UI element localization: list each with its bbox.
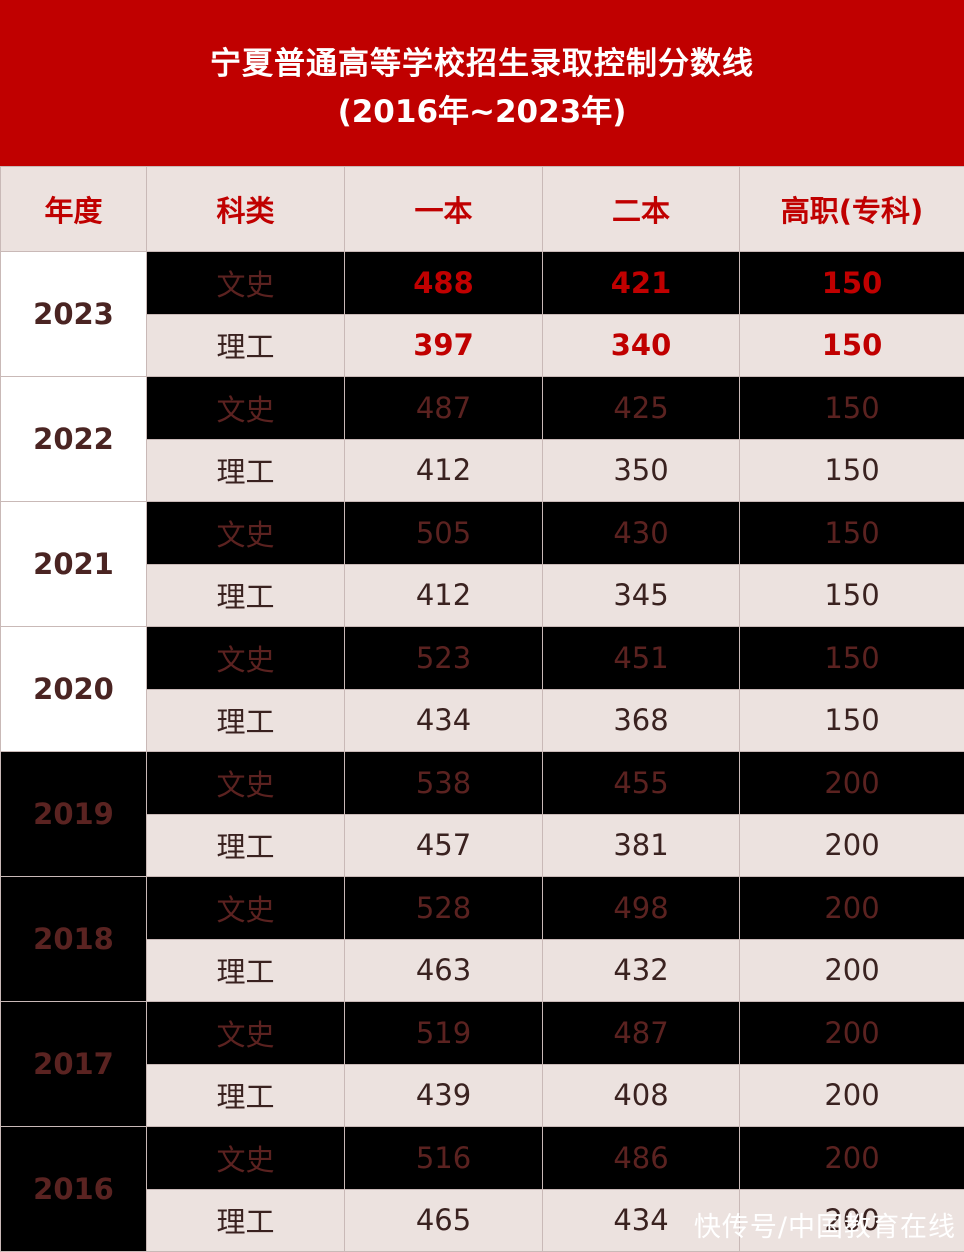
page-title: 宁夏普通高等学校招生录取控制分数线: [210, 46, 754, 82]
vocational-score-cell: 150: [739, 251, 964, 315]
year-cell: 2022: [0, 376, 147, 502]
vocational-score-cell: 200: [739, 938, 964, 1002]
tier1-score-cell: 434: [344, 688, 543, 752]
table-row: 2023 文史 488 421 150: [0, 251, 964, 377]
subject-cell: 理工: [146, 438, 345, 502]
tier2-score-cell: 381: [542, 813, 740, 877]
column-header-year: 年度: [0, 166, 147, 252]
tier2-score-cell: 434: [542, 1188, 740, 1252]
tier1-score-cell: 412: [344, 563, 543, 627]
column-header-tier1: 一本: [344, 166, 543, 252]
tier1-score-cell: 463: [344, 938, 543, 1002]
tier1-score-cell: 523: [344, 626, 543, 690]
vocational-score-cell: 150: [739, 313, 964, 377]
tier2-score-cell: 408: [542, 1063, 740, 1127]
vocational-score-cell: 150: [739, 376, 964, 440]
table-row: 理工 397 340 150: [1, 313, 964, 377]
subject-cell: 理工: [146, 813, 345, 877]
title-banner: 宁夏普通高等学校招生录取控制分数线 (2016年~2023年): [0, 0, 964, 166]
subject-cell: 文史: [146, 501, 345, 565]
vocational-score-cell: 200: [739, 1188, 964, 1252]
vocational-score-cell: 200: [739, 876, 964, 940]
column-header-tier2: 二本: [542, 166, 740, 252]
tier1-score-cell: 516: [344, 1126, 543, 1190]
table-row: 理工 434 368 150: [1, 688, 964, 752]
year-cell: 2021: [0, 501, 147, 627]
subject-cell: 理工: [146, 563, 345, 627]
table-row: 2016 文史 516 486 200: [0, 1126, 964, 1252]
tier2-score-cell: 432: [542, 938, 740, 1002]
column-header-subject: 科类: [146, 166, 345, 252]
tier2-score-cell: 451: [542, 626, 740, 690]
vocational-score-cell: 150: [739, 563, 964, 627]
tier1-score-cell: 412: [344, 438, 543, 502]
tier1-score-cell: 519: [344, 1001, 543, 1065]
table-row: 理工 465 434 200: [1, 1188, 964, 1252]
watermark: 快传号/中国教育在线: [693, 1212, 956, 1243]
year-cell: 2020: [0, 626, 147, 752]
subject-cell: 理工: [146, 313, 345, 377]
subject-cell: 理工: [146, 1063, 345, 1127]
table-row: 理工 463 432 200: [1, 938, 964, 1002]
tier1-score-cell: 465: [344, 1188, 543, 1252]
vocational-score-cell: 200: [739, 1126, 964, 1190]
table-row: 2021 文史 505 430 150: [0, 501, 964, 627]
subject-cell: 文史: [146, 626, 345, 690]
tier1-score-cell: 439: [344, 1063, 543, 1127]
tier2-score-cell: 430: [542, 501, 740, 565]
vocational-score-cell: 200: [739, 1063, 964, 1127]
subject-cell: 理工: [146, 1188, 345, 1252]
vocational-score-cell: 200: [739, 813, 964, 877]
table-row: 2020 文史 523 451 150: [0, 626, 964, 752]
tier2-score-cell: 425: [542, 376, 740, 440]
tier1-score-cell: 505: [344, 501, 543, 565]
tier2-score-cell: 498: [542, 876, 740, 940]
tier2-score-cell: 455: [542, 751, 740, 815]
tier1-score-cell: 528: [344, 876, 543, 940]
year-cell: 2019: [0, 751, 147, 877]
subject-cell: 文史: [146, 1001, 345, 1065]
table-row: 理工 412 345 150: [1, 563, 964, 627]
table-row: 2019 文史 538 455 200: [0, 751, 964, 877]
tier1-score-cell: 488: [344, 251, 543, 315]
vocational-score-cell: 200: [739, 1001, 964, 1065]
tier2-score-cell: 340: [542, 313, 740, 377]
subject-cell: 文史: [146, 876, 345, 940]
tier2-score-cell: 345: [542, 563, 740, 627]
tier2-score-cell: 368: [542, 688, 740, 752]
table-row: 2017 文史 519 487 200: [0, 1001, 964, 1127]
tier1-score-cell: 457: [344, 813, 543, 877]
year-cell: 2016: [0, 1126, 147, 1252]
table-row: 理工 457 381 200: [1, 813, 964, 877]
tier2-score-cell: 487: [542, 1001, 740, 1065]
tier2-score-cell: 421: [542, 251, 740, 315]
subject-cell: 理工: [146, 688, 345, 752]
tier2-score-cell: 486: [542, 1126, 740, 1190]
subject-cell: 文史: [146, 251, 345, 315]
vocational-score-cell: 200: [739, 751, 964, 815]
page-subtitle: (2016年~2023年): [337, 94, 627, 130]
year-cell: 2018: [0, 876, 147, 1002]
vocational-score-cell: 150: [739, 626, 964, 690]
year-cell: 2017: [0, 1001, 147, 1127]
table-row: 2022 文史 487 425 150: [0, 376, 964, 502]
year-cell: 2023: [0, 251, 147, 377]
table-row: 理工 439 408 200: [1, 1063, 964, 1127]
subject-cell: 文史: [146, 751, 345, 815]
score-table: 年度 科类 一本 二本 高职(专科) 2023 文史 488 421 150 理工 397 3…: [0, 166, 964, 1252]
subject-cell: 理工: [146, 938, 345, 1002]
vocational-score-cell: 150: [739, 501, 964, 565]
column-header-vocational: 高职(专科): [739, 166, 964, 252]
tier1-score-cell: 487: [344, 376, 543, 440]
tier1-score-cell: 397: [344, 313, 543, 377]
subject-cell: 文史: [146, 1126, 345, 1190]
vocational-score-cell: 150: [739, 688, 964, 752]
vocational-score-cell: 150: [739, 438, 964, 502]
subject-cell: 文史: [146, 376, 345, 440]
header-row: 年度 科类 一本 二本 高职(专科): [0, 166, 964, 252]
table-row: 理工 412 350 150: [1, 438, 964, 502]
tier2-score-cell: 350: [542, 438, 740, 502]
table-row: 2018 文史 528 498 200: [0, 876, 964, 1002]
tier1-score-cell: 538: [344, 751, 543, 815]
